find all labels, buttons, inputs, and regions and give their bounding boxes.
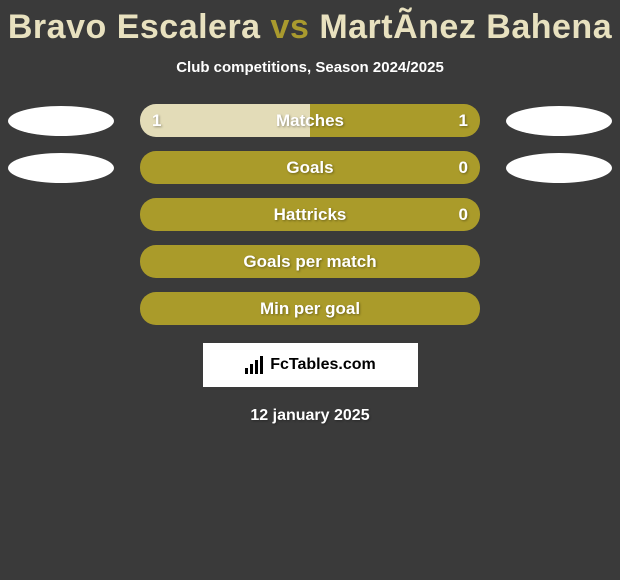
stat-value-right: 0 (459, 158, 468, 178)
stat-bar: Min per goal (140, 292, 480, 325)
stat-label: Goals (286, 158, 333, 178)
stat-bar: Matches 1 1 (140, 104, 480, 137)
footer-brand-box: FcTables.com (203, 343, 418, 387)
stat-row: Goals 0 (0, 151, 620, 184)
comparison-title: Bravo Escalera vs MartÃnez Bahena (0, 0, 620, 47)
vs-text: vs (261, 8, 320, 46)
left-ellipse (8, 153, 114, 183)
player1-name: Bravo Escalera (8, 8, 261, 46)
footer-brand-text: FcTables.com (270, 356, 376, 374)
bars-icon (244, 356, 266, 374)
stats-rows: Matches 1 1 Goals 0 Hattricks 0 Goals per match… (0, 104, 620, 325)
stat-row: Min per goal (0, 292, 620, 325)
player2-name: MartÃnez Bahena (319, 8, 612, 46)
stat-label: Goals per match (243, 252, 376, 272)
stat-label: Matches (276, 111, 344, 131)
stat-bar: Goals per match (140, 245, 480, 278)
right-ellipse (506, 106, 612, 136)
date-text: 12 january 2025 (0, 407, 620, 425)
stat-label: Min per goal (260, 299, 360, 319)
footer-brand: FcTables.com (244, 356, 376, 374)
right-ellipse (506, 153, 612, 183)
stat-value-left: 1 (152, 111, 161, 131)
stat-value-right: 1 (459, 111, 468, 131)
stat-label: Hattricks (274, 205, 347, 225)
stat-value-right: 0 (459, 205, 468, 225)
stat-row: Hattricks 0 (0, 198, 620, 231)
left-ellipse (8, 106, 114, 136)
stat-bar: Goals 0 (140, 151, 480, 184)
subtitle: Club competitions, Season 2024/2025 (0, 59, 620, 76)
stat-row: Goals per match (0, 245, 620, 278)
stat-bar: Hattricks 0 (140, 198, 480, 231)
stat-row: Matches 1 1 (0, 104, 620, 137)
